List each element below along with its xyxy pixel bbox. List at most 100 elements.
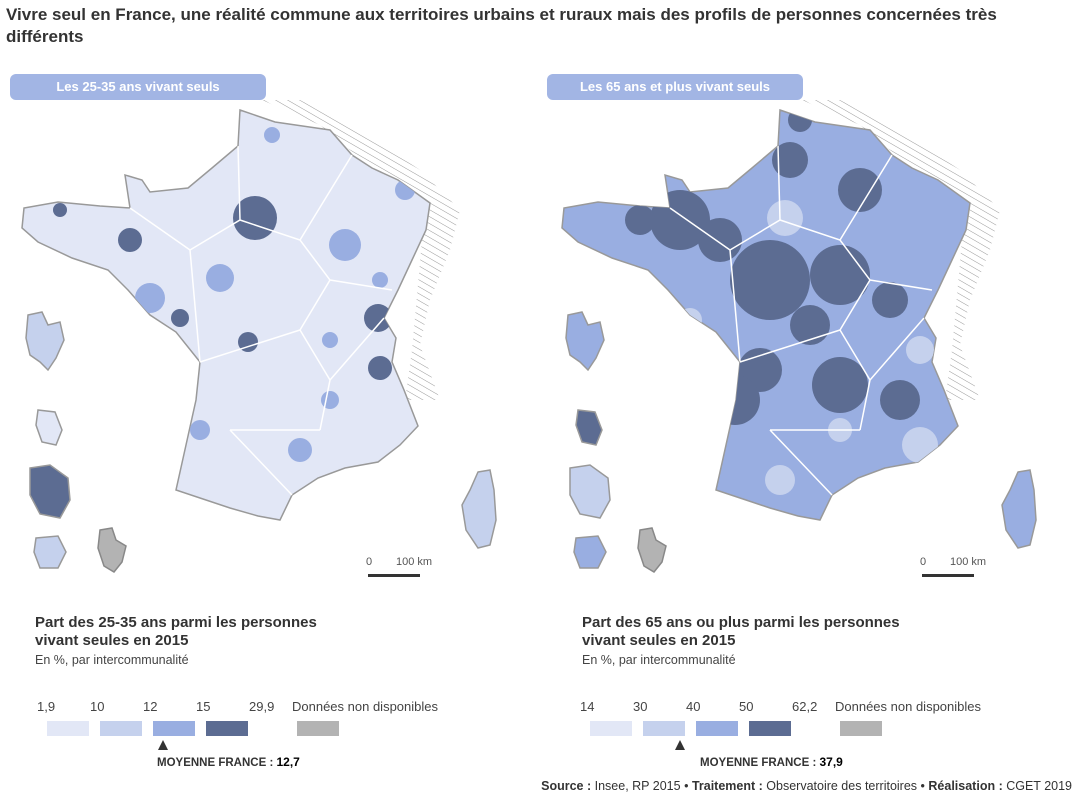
legend-swatch <box>643 721 685 736</box>
legend-subtitle: En %, par intercommunalité <box>582 653 736 667</box>
separator: • <box>684 779 689 793</box>
border-hatching <box>802 100 1000 400</box>
legend-break-label: 14 <box>580 699 595 714</box>
legend-break-label: 10 <box>90 699 105 714</box>
intercommunality-area <box>788 110 812 132</box>
reunion <box>33 535 67 569</box>
intercommunality-area <box>329 229 361 261</box>
separator: • <box>920 779 925 793</box>
source-line: Source : Insee, RP 2015 • Traitement : O… <box>541 779 1072 793</box>
legend-subtitle: En %, par intercommunalité <box>35 653 189 667</box>
intercommunality-area <box>906 336 934 364</box>
intercommunality-area <box>838 168 882 212</box>
legend-title: Part des 65 ans ou plus parmi les person… <box>582 614 900 650</box>
scale-line <box>368 574 420 577</box>
treatment-label: Traitement : <box>691 779 763 793</box>
intercommunality-area <box>364 304 392 332</box>
legend-swatch <box>206 721 248 736</box>
corsica <box>461 469 497 549</box>
legend-break-label: 30 <box>633 699 648 714</box>
border-hatching <box>262 100 460 400</box>
guyane <box>569 464 611 519</box>
guadeloupe <box>25 311 65 372</box>
intercommunality-area <box>678 308 702 332</box>
average-value: 37,9 <box>819 755 843 769</box>
legend-na-label: Données non disponibles <box>835 699 981 714</box>
map-title-pill: Les 25-35 ans vivant seuls <box>10 74 266 100</box>
legend-swatch <box>100 721 142 736</box>
scale-km: 100 km <box>396 556 433 568</box>
legend-break-label: 62,2 <box>792 699 818 714</box>
legend-break-label: 50 <box>739 699 754 714</box>
intercommunality-area <box>322 332 338 348</box>
legend-title-line: Part des 65 ans ou plus parmi les person… <box>582 614 900 631</box>
legend-title-line: vivant seules en 2015 <box>35 632 189 649</box>
legend-swatch <box>47 721 89 736</box>
corsica <box>1001 469 1037 549</box>
source-label: Source : <box>541 779 592 793</box>
intercommunality-area <box>190 420 210 440</box>
intercommunality-area <box>710 375 760 425</box>
average-label-text: MOYENNE FRANCE : <box>700 757 817 769</box>
guadeloupe <box>565 311 605 372</box>
treatment-value: Observatoire des territoires <box>766 779 918 793</box>
scale-line <box>922 574 974 577</box>
martinique <box>575 409 603 446</box>
average-label-text: MOYENNE FRANCE : <box>157 757 274 769</box>
intercommunality-area <box>206 264 234 292</box>
intercommunality-area <box>288 438 312 462</box>
legend-break-label: 15 <box>196 699 211 714</box>
intercommunality-area <box>368 356 392 380</box>
scale-zero: 0 <box>920 556 927 568</box>
page-title: Vivre seul en France, une réalité commun… <box>6 5 997 46</box>
legend-swatch <box>749 721 791 736</box>
reunion <box>573 535 607 569</box>
legend-swatch <box>590 721 632 736</box>
average-marker-icon <box>675 740 685 750</box>
legend-title-line: Part des 25-35 ans parmi les personnes <box>35 614 317 631</box>
scale-zero: 0 <box>366 556 373 568</box>
intercommunality-area <box>772 142 808 178</box>
legend-title: Part des 25-35 ans parmi les personnes vi… <box>35 614 317 650</box>
intercommunality-area <box>372 272 388 288</box>
guyane <box>29 464 71 519</box>
average-value: 12,7 <box>276 755 300 769</box>
realisation-label: Réalisation : <box>928 779 1003 793</box>
map-panel-25-35: Les 25-35 ans vivant seuls 0 100 km Part … <box>10 74 497 769</box>
martinique <box>35 409 63 446</box>
intercommunality-area <box>767 200 803 236</box>
realisation-value: CGET 2019 <box>1006 779 1072 793</box>
intercommunality-area <box>880 380 920 420</box>
source-value: Insee, RP 2015 <box>594 779 681 793</box>
mayotte <box>637 527 667 573</box>
intercommunality-area <box>321 391 339 409</box>
region-borders <box>129 145 393 496</box>
intercommunality-area <box>765 465 795 495</box>
intercommunality-area <box>625 205 655 235</box>
intercommunality-area <box>872 282 908 318</box>
intercommunality-area <box>730 240 810 320</box>
mayotte <box>97 527 127 573</box>
intercommunality-area <box>53 203 67 217</box>
legend-swatch <box>696 721 738 736</box>
legend-na-label: Données non disponibles <box>292 699 438 714</box>
legend-swatch-na <box>840 721 882 736</box>
intercommunality-area <box>698 218 742 262</box>
legend-swatch-na <box>297 721 339 736</box>
france-map-65-plus <box>561 100 1037 573</box>
intercommunality-area <box>701 146 729 174</box>
france-mainland <box>21 108 431 521</box>
legend-break-label: 1,9 <box>37 699 56 714</box>
map-title-pill: Les 65 ans et plus vivant seuls <box>547 74 803 100</box>
intercommunality-area <box>902 427 938 463</box>
intercommunality-area <box>135 283 165 313</box>
france-map-25-35 <box>21 100 497 573</box>
intercommunality-area <box>264 127 280 143</box>
intercommunality-area <box>322 487 338 503</box>
average-label: MOYENNE FRANCE : 12,7 <box>157 755 300 769</box>
scale-km: 100 km <box>950 556 987 568</box>
legend-break-label: 29,9 <box>249 699 275 714</box>
legend-break-label: 12 <box>143 699 158 714</box>
intercommunality-area <box>118 228 142 252</box>
region-borders <box>669 145 933 496</box>
